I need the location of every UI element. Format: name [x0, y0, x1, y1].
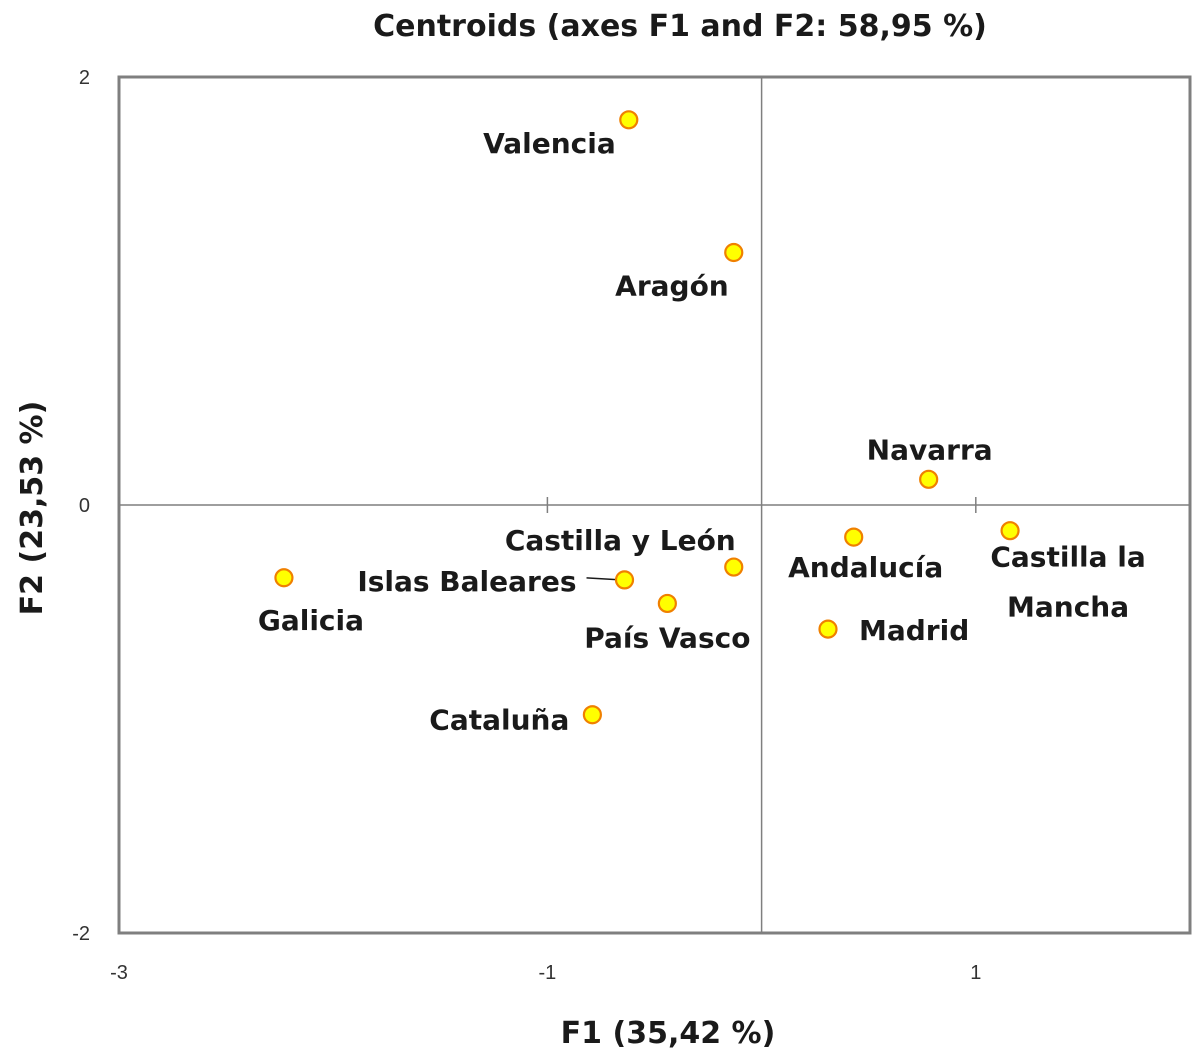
y-tick-label: 2: [79, 67, 90, 89]
x-tick-label: -3: [110, 962, 128, 984]
label-leader-line: [586, 577, 621, 581]
data-point: [619, 110, 639, 130]
data-point: [818, 619, 838, 639]
point-label: Islas Baleares: [357, 565, 576, 598]
data-point: [274, 568, 294, 588]
x-axis-label: F1 (35,42 %): [561, 1016, 776, 1051]
x-tick-label: -1: [539, 962, 557, 984]
data-point: [1000, 521, 1020, 541]
y-tick-label: 0: [79, 495, 90, 517]
point-label: Madrid: [859, 614, 969, 647]
data-point: [614, 570, 635, 590]
point-label: Valencia: [483, 127, 616, 160]
point-label: Aragón: [615, 269, 729, 302]
y-axis-label: F2 (23,53 %): [15, 401, 50, 616]
chart-title: Centroids (axes F1 and F2: 58,95 %): [373, 9, 987, 44]
point-label: Castilla la Mancha: [990, 541, 1145, 624]
data-point: [844, 527, 864, 547]
x-tick-label: 1: [970, 962, 981, 984]
point-label: Andalucía: [788, 551, 943, 584]
point-label: Navarra: [867, 433, 993, 466]
point-label: País Vasco: [584, 621, 750, 654]
data-point: [919, 469, 939, 489]
data-point: [582, 705, 602, 725]
data-point: [724, 557, 744, 577]
data-point: [657, 593, 677, 614]
point-label: Galicia: [258, 604, 364, 637]
y-tick-label: -2: [72, 923, 90, 945]
point-label: Cataluña: [429, 704, 569, 737]
data-point: [724, 242, 744, 263]
point-label: Castilla y León: [505, 524, 736, 557]
